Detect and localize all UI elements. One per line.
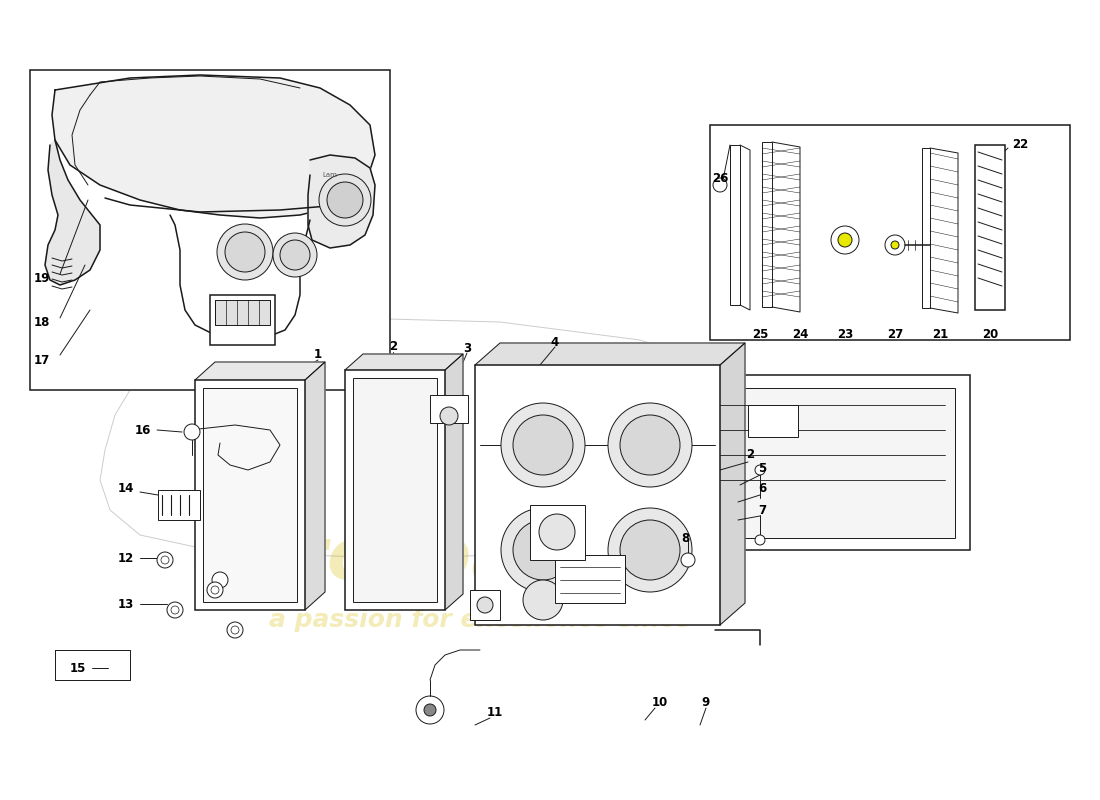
Bar (30, 70, 390, 390)
Polygon shape (45, 140, 100, 285)
Polygon shape (308, 155, 375, 248)
Text: 3: 3 (463, 342, 471, 354)
Polygon shape (195, 362, 324, 380)
Circle shape (184, 424, 200, 440)
Text: 2: 2 (389, 341, 397, 354)
Bar (710, 388, 955, 538)
Polygon shape (720, 343, 745, 625)
Circle shape (327, 182, 363, 218)
Text: 22: 22 (1012, 138, 1028, 151)
Circle shape (170, 606, 179, 614)
Circle shape (838, 233, 853, 247)
Circle shape (755, 465, 764, 475)
Circle shape (231, 626, 239, 634)
Bar (195, 380, 305, 610)
Bar (158, 490, 200, 520)
Circle shape (440, 407, 458, 425)
Text: 23: 23 (837, 329, 854, 342)
Circle shape (513, 415, 573, 475)
Circle shape (226, 232, 265, 272)
Polygon shape (52, 75, 375, 218)
Text: 11: 11 (487, 706, 503, 718)
Text: 7: 7 (758, 503, 766, 517)
Text: 27: 27 (887, 329, 903, 342)
Bar (210, 295, 275, 345)
Circle shape (713, 178, 727, 192)
Circle shape (207, 582, 223, 598)
Circle shape (212, 572, 228, 588)
Text: 19: 19 (34, 271, 51, 285)
Circle shape (477, 597, 493, 613)
Bar (470, 590, 500, 620)
Text: 21: 21 (932, 329, 948, 342)
Circle shape (319, 174, 371, 226)
Polygon shape (345, 354, 463, 370)
Polygon shape (446, 354, 463, 610)
Circle shape (280, 240, 310, 270)
Polygon shape (305, 362, 324, 610)
Text: 18: 18 (34, 315, 51, 329)
Circle shape (522, 580, 563, 620)
Text: 25: 25 (751, 329, 768, 342)
Circle shape (273, 233, 317, 277)
Bar (530, 505, 585, 560)
Text: 16: 16 (135, 423, 151, 437)
Circle shape (513, 520, 573, 580)
Bar (214, 300, 270, 325)
Circle shape (416, 696, 444, 724)
Text: 5: 5 (758, 462, 766, 474)
Text: 1: 1 (314, 349, 322, 362)
Text: eurospares: eurospares (191, 526, 648, 594)
Bar (475, 365, 720, 625)
Text: 17: 17 (34, 354, 51, 366)
Circle shape (830, 226, 859, 254)
Circle shape (157, 552, 173, 568)
Circle shape (539, 514, 575, 550)
Polygon shape (475, 343, 745, 365)
Circle shape (227, 622, 243, 638)
Bar (922, 148, 930, 308)
Circle shape (681, 553, 695, 567)
Circle shape (211, 586, 219, 594)
Bar (430, 395, 468, 423)
Bar (762, 142, 772, 307)
Bar (695, 375, 970, 550)
Bar (345, 370, 446, 610)
Circle shape (608, 508, 692, 592)
Text: 14: 14 (118, 482, 134, 494)
Bar (975, 145, 1005, 310)
Bar (204, 388, 297, 602)
Text: Lam: Lam (322, 172, 338, 178)
Text: 15: 15 (69, 662, 86, 674)
Circle shape (886, 235, 905, 255)
Text: 24: 24 (792, 329, 808, 342)
Text: 2: 2 (746, 449, 755, 462)
Text: 6: 6 (758, 482, 766, 494)
Bar (748, 405, 797, 437)
Text: 4: 4 (551, 335, 559, 349)
Text: 12: 12 (118, 551, 134, 565)
Circle shape (755, 535, 764, 545)
Circle shape (167, 602, 183, 618)
Circle shape (217, 224, 273, 280)
Text: 13: 13 (118, 598, 134, 610)
Bar (353, 378, 437, 602)
Text: 8: 8 (681, 531, 689, 545)
Bar (730, 145, 740, 305)
Bar (556, 555, 625, 603)
Circle shape (500, 403, 585, 487)
Circle shape (608, 403, 692, 487)
Circle shape (161, 556, 169, 564)
Circle shape (424, 704, 436, 716)
Circle shape (620, 415, 680, 475)
Text: 10: 10 (652, 695, 668, 709)
Circle shape (620, 520, 680, 580)
Text: 9: 9 (702, 695, 711, 709)
Circle shape (500, 508, 585, 592)
Text: 20: 20 (982, 329, 998, 342)
Text: a passion for excellence since: a passion for excellence since (268, 608, 691, 632)
Circle shape (891, 241, 899, 249)
Bar (710, 125, 1070, 340)
Text: 26: 26 (712, 171, 728, 185)
